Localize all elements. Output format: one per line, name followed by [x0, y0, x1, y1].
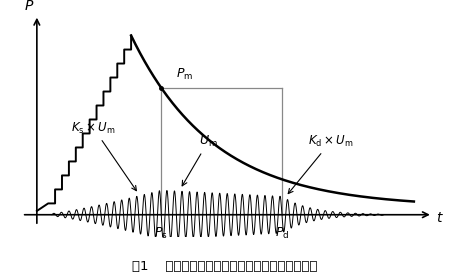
Text: 图1    示波法中脉搏波波幅与袖带压力的对应关系: 图1 示波法中脉搏波波幅与袖带压力的对应关系 [132, 260, 318, 273]
Text: $P_{\rm d}$: $P_{\rm d}$ [275, 226, 289, 241]
Text: $K_{\rm s}\times U_{\rm m}$: $K_{\rm s}\times U_{\rm m}$ [71, 120, 136, 191]
Text: $P_{\rm s}$: $P_{\rm s}$ [154, 226, 168, 241]
Text: $K_{\rm d}\times U_{\rm m}$: $K_{\rm d}\times U_{\rm m}$ [288, 134, 354, 193]
Text: $U_{\rm m}$: $U_{\rm m}$ [182, 134, 218, 186]
Text: $P$: $P$ [24, 0, 35, 13]
Text: $t$: $t$ [436, 211, 444, 225]
Text: $P_{\rm m}$: $P_{\rm m}$ [176, 67, 194, 82]
